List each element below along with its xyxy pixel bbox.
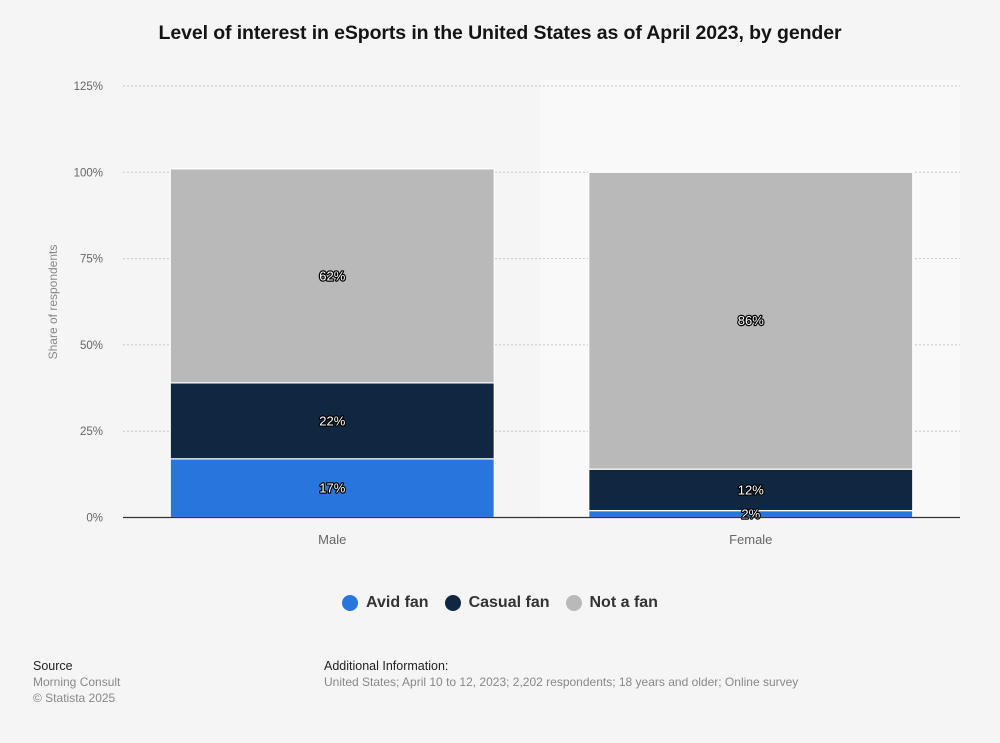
y-tick-label: 125% xyxy=(74,81,103,93)
legend-item-not-a-fan[interactable]: Not a fan xyxy=(565,594,658,612)
source-name[interactable]: Morning Consult xyxy=(33,675,121,689)
data-label: 86% xyxy=(738,313,764,328)
y-tick-label: 75% xyxy=(80,254,103,266)
data-label: 22% xyxy=(319,413,345,428)
x-tick-label: Male xyxy=(318,532,346,547)
source-heading: Source xyxy=(33,659,73,673)
additional-info-block: Additional Information: United States; A… xyxy=(324,658,798,690)
legend-label: Casual fan xyxy=(468,594,550,611)
y-tick-label: 100% xyxy=(74,167,103,179)
bar-segment-casual-fan[interactable] xyxy=(588,468,914,512)
legend-label: Avid fan xyxy=(366,594,429,611)
x-tick-label: Female xyxy=(729,532,772,547)
source-block: Source Morning Consult © Statista 2025 xyxy=(33,658,120,706)
data-label: 2% xyxy=(741,507,760,522)
legend: Avid fan Casual fan Not a fan xyxy=(0,594,1000,612)
y-axis-label: Share of respondents xyxy=(46,245,60,360)
legend-marker-icon xyxy=(444,595,461,611)
y-tick-label: 0% xyxy=(86,513,103,525)
legend-item-avid-fan[interactable]: Avid fan xyxy=(342,594,429,612)
stacked-bar-chart: 17% 22% 62% 2% 12% 86% 0% 25% 50% 75% 100% 125% Ma… xyxy=(46,80,960,547)
bar-segment-casual-fan[interactable] xyxy=(169,382,495,460)
copyright: © Statista 2025 xyxy=(33,691,116,705)
y-tick-label: 50% xyxy=(80,340,103,352)
additional-info-text: United States; April 10 to 12, 2023; 2,2… xyxy=(324,675,799,689)
bar-segment-not-a-fan[interactable] xyxy=(588,171,914,470)
data-label: 17% xyxy=(319,481,345,496)
legend-marker-icon xyxy=(565,595,582,611)
bar-segment-not-a-fan[interactable] xyxy=(169,168,495,384)
chart-title: Level of interest in eSports in the Unit… xyxy=(158,22,842,44)
additional-info-heading: Additional Information: xyxy=(324,659,449,673)
legend-label: Not a fan xyxy=(589,594,658,611)
legend-item-casual-fan[interactable]: Casual fan xyxy=(444,594,550,612)
data-label: 12% xyxy=(738,482,764,497)
legend-marker-icon xyxy=(342,595,359,611)
y-tick-label: 25% xyxy=(80,426,103,438)
data-label: 62% xyxy=(319,268,345,283)
